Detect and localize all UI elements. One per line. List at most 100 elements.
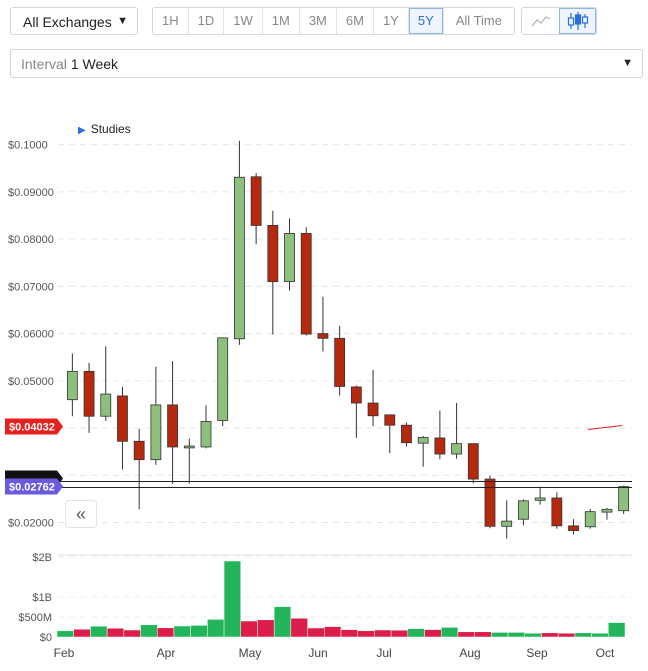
volume-tick-label: $1B	[32, 592, 52, 604]
candle	[183, 438, 195, 484]
volume-tick-label: $0	[40, 632, 52, 644]
collapse-button[interactable]: «	[65, 500, 97, 528]
candle-body	[83, 370, 95, 417]
candle	[584, 508, 596, 529]
candle	[367, 369, 379, 427]
studies-label: Studies	[90, 122, 131, 136]
candle-body	[568, 525, 579, 531]
volume-bar	[374, 629, 392, 638]
y-tick-label: $0.07000	[8, 281, 54, 293]
range-button-1w[interactable]: 1W	[224, 8, 263, 34]
trend-line	[587, 425, 623, 431]
candle-body	[350, 386, 362, 404]
volume-bar	[440, 627, 459, 638]
candle	[300, 227, 312, 336]
y-tick-label: $0.08000	[8, 234, 54, 246]
range-button-all-time[interactable]: All Time	[443, 8, 514, 34]
candle	[217, 337, 229, 427]
y-tick-label: $0.06000	[8, 329, 54, 341]
price-tag-current-shape	[5, 418, 63, 435]
x-tick-label: Oct	[596, 646, 615, 660]
candle	[267, 210, 279, 335]
candle	[334, 326, 346, 396]
candle	[401, 422, 412, 447]
interval-select[interactable]: Interval 1 Week ▼	[10, 49, 643, 78]
caret-down-icon: ▼	[117, 15, 128, 27]
price-tag-last-label: $0.02762	[9, 482, 55, 494]
toolbar: All Exchanges ▼ 1H 1D 1W 1M 3M 6M 1Y 5Y All Time	[0, 0, 648, 44]
range-button-5y[interactable]: 5Y	[408, 8, 444, 34]
range-button-6m[interactable]: 6M	[336, 8, 374, 34]
candle-body	[467, 443, 479, 480]
candle	[250, 172, 262, 245]
candle	[601, 507, 613, 520]
range-button-3m[interactable]: 3M	[299, 8, 337, 34]
volume-bar	[407, 628, 425, 638]
line-chart-icon	[530, 16, 550, 27]
studies-toggle[interactable]: ▶ Studies	[78, 122, 131, 136]
price-tag-current-label: $0.04032	[9, 422, 55, 434]
volume-bar	[140, 624, 158, 638]
candle	[568, 519, 579, 535]
interval-value: 1 Week	[70, 56, 119, 72]
candle-body	[618, 486, 630, 512]
candle	[350, 385, 362, 438]
candle-body	[167, 404, 178, 448]
volume-bar	[173, 625, 191, 638]
candle	[150, 366, 162, 465]
candle	[434, 410, 446, 460]
candle-body	[367, 402, 379, 417]
range-selector: 1H 1D 1W 1M 3M 6M 1Y 5Y All Time	[152, 7, 515, 35]
candle	[534, 486, 546, 505]
volume-bar	[390, 629, 409, 638]
price-tag-current: $0.04032	[5, 418, 63, 435]
volume-bar	[257, 619, 275, 638]
candle-body	[451, 443, 462, 455]
candle-body	[66, 370, 78, 401]
volume-bar	[491, 632, 509, 638]
volume-bar	[307, 627, 325, 638]
candle	[284, 218, 295, 291]
candle	[551, 492, 563, 529]
x-tick-label: Jul	[376, 646, 391, 660]
candle-body	[551, 497, 563, 527]
candle	[467, 443, 479, 484]
y-tick-label: $0.1000	[8, 140, 48, 152]
candle	[417, 436, 429, 467]
price-chart[interactable]: $0.02000 $0.05000 $0.06000 $0.07000 $0.08000…	[0, 90, 648, 671]
range-button-1h[interactable]: 1H	[153, 8, 189, 34]
candle-body	[401, 424, 412, 444]
volume-bar	[457, 631, 475, 638]
exchange-select[interactable]: All Exchanges ▼	[10, 7, 138, 35]
range-button-1d[interactable]: 1D	[188, 8, 225, 34]
candle-body	[434, 437, 446, 455]
volume-tick-label: $500M	[18, 612, 52, 624]
candle	[484, 475, 496, 529]
candle-body	[117, 395, 128, 442]
volume-bar	[574, 632, 592, 638]
candle-body	[317, 333, 329, 339]
volume-tick-label: $2B	[32, 552, 52, 564]
volume-bar	[557, 632, 576, 638]
candle-body	[100, 393, 112, 417]
candlestick-button[interactable]	[559, 8, 596, 34]
volume-bar	[223, 560, 242, 638]
candle-body	[267, 225, 279, 283]
candle-body	[334, 337, 346, 387]
volume-bar	[524, 632, 542, 638]
volume-bar	[123, 629, 141, 638]
y-tick-label: $0.05000	[8, 376, 54, 388]
candle	[317, 296, 329, 352]
candle	[117, 386, 128, 470]
candle	[501, 500, 513, 539]
volume-bar	[106, 627, 125, 638]
line-chart-button[interactable]	[522, 8, 559, 34]
candle-body	[534, 497, 546, 501]
candle-body	[284, 233, 295, 283]
range-button-1y[interactable]: 1Y	[373, 8, 409, 34]
candle-body	[484, 478, 496, 527]
range-button-1m[interactable]: 1M	[262, 8, 300, 34]
candle	[200, 405, 212, 449]
x-tick-label: Sep	[526, 646, 548, 660]
volume-bar	[56, 630, 74, 638]
